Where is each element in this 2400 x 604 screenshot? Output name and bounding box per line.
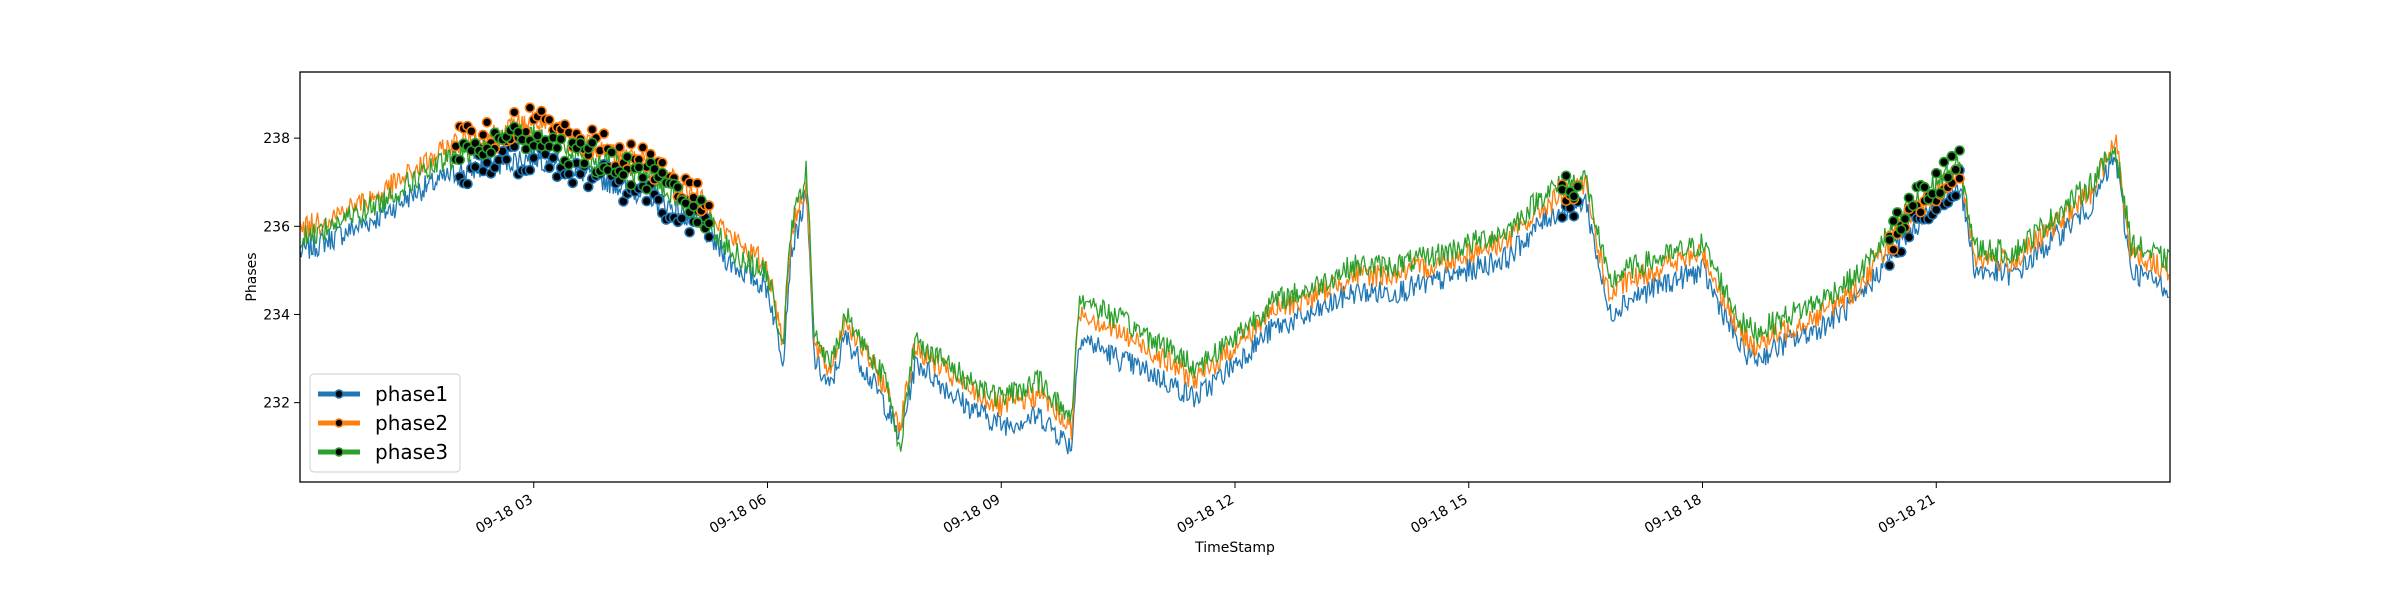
legend-box — [309, 373, 461, 473]
marker-point-phase3 — [1899, 213, 1911, 225]
legend-label-phase3: phase3 — [375, 440, 448, 464]
marker-point-phase2 — [586, 124, 598, 135]
y-axis-label: Phases — [244, 252, 260, 301]
marker-point-phase3 — [1938, 156, 1950, 168]
marker-point-phase1 — [563, 168, 575, 180]
marker-point-phase2 — [637, 142, 649, 153]
marker-point-phase3 — [555, 133, 567, 145]
marker-point-phase2 — [703, 200, 715, 211]
marker-point-phase1 — [528, 152, 540, 164]
marker-point-phase2 — [1915, 206, 1926, 218]
marker-point-phase3 — [1560, 170, 1572, 182]
legend-marker-phase3 — [334, 447, 344, 457]
marker-point-phase1 — [703, 231, 715, 243]
marker-point-phase3 — [688, 201, 699, 212]
marker-point-phase1 — [462, 178, 473, 190]
marker-point-phase3 — [532, 130, 543, 141]
legend-marker-phase2 — [334, 418, 344, 428]
marker-point-phase2 — [614, 141, 625, 153]
marker-point-phase1 — [547, 152, 559, 164]
marker-point-phase1 — [1903, 231, 1915, 243]
marker-point-phase1 — [1568, 211, 1580, 222]
marker-point-phase3 — [692, 217, 703, 228]
marker-point-phase3 — [641, 184, 653, 195]
y-tick-label: 234 — [263, 307, 290, 323]
y-tick-label: 232 — [263, 396, 290, 412]
marker-point-phase3 — [575, 137, 586, 149]
marker-point-phase3 — [606, 147, 618, 158]
marker-point-phase3 — [1892, 207, 1903, 218]
marker-point-phase1 — [1556, 212, 1568, 223]
marker-point-phase3 — [633, 162, 645, 173]
marker-point-phase3 — [485, 147, 497, 159]
marker-point-phase3 — [1919, 181, 1930, 193]
marker-point-phase3 — [1934, 187, 1946, 199]
marker-point-phase3 — [695, 194, 707, 206]
marker-layer — [450, 102, 1965, 271]
marker-point-phase3 — [618, 169, 629, 181]
marker-point-phase3 — [1942, 172, 1954, 183]
marker-point-phase1 — [676, 213, 688, 224]
marker-point-phase3 — [1568, 190, 1580, 202]
marker-point-phase2 — [656, 157, 668, 168]
marker-point-phase3 — [1888, 215, 1899, 227]
marker-point-phase3 — [1950, 164, 1961, 175]
marker-point-phase1 — [641, 195, 653, 207]
marker-point-phase2 — [543, 114, 555, 126]
legend-label-phase1: phase1 — [375, 382, 448, 406]
marker-point-phase2 — [1888, 244, 1899, 255]
marker-point-phase3 — [637, 172, 649, 183]
marker-point-phase3 — [579, 158, 590, 169]
y-tick-label: 238 — [263, 131, 290, 147]
marker-point-phase3 — [551, 142, 563, 154]
legend-marker-phase1 — [334, 389, 344, 399]
marker-point-phase3 — [1884, 234, 1895, 246]
marker-point-phase2 — [508, 107, 520, 118]
marker-point-phase3 — [1931, 167, 1942, 179]
y-axis: 232 234 236 238 — [263, 131, 300, 412]
marker-point-phase2 — [625, 138, 637, 150]
marker-point-phase3 — [1572, 181, 1584, 192]
marker-point-phase1 — [684, 227, 695, 238]
marker-point-phase1 — [1884, 260, 1895, 271]
marker-point-phase2 — [692, 178, 703, 189]
marker-point-phase2 — [536, 105, 547, 117]
legend: phase1 phase2 phase3 — [309, 373, 461, 473]
marker-point-phase1 — [567, 177, 579, 189]
marker-point-phase3 — [672, 182, 684, 193]
marker-point-phase2 — [477, 129, 489, 141]
marker-point-phase1 — [543, 162, 555, 173]
marker-point-phase3 — [1954, 145, 1965, 156]
y-tick-label: 236 — [263, 219, 290, 235]
marker-point-phase3 — [621, 151, 633, 163]
x-axis-label: TimeStamp — [1194, 540, 1275, 556]
marker-point-phase3 — [454, 154, 466, 166]
marker-point-phase1 — [1950, 190, 1961, 202]
marker-point-phase3 — [625, 179, 637, 191]
marker-point-phase2 — [466, 125, 477, 137]
marker-point-phase3 — [1946, 150, 1958, 162]
legend-label-phase2: phase2 — [375, 411, 448, 435]
marker-point-phase1 — [501, 154, 512, 165]
marker-point-phase3 — [563, 159, 575, 171]
marker-point-phase3 — [1895, 224, 1907, 235]
marker-point-phase3 — [656, 167, 668, 179]
marker-point-phase2 — [645, 148, 656, 160]
marker-point-phase1 — [524, 164, 536, 176]
marker-point-phase3 — [1907, 200, 1919, 212]
marker-point-phase3 — [586, 137, 598, 149]
marker-point-phase3 — [703, 218, 715, 229]
marker-point-phase1 — [582, 181, 594, 193]
marker-point-phase2 — [481, 117, 493, 128]
marker-point-phase2 — [598, 128, 610, 139]
marker-point-phase2 — [524, 102, 536, 113]
marker-point-phase1 — [653, 194, 664, 205]
marker-point-phase2 — [1954, 173, 1965, 184]
